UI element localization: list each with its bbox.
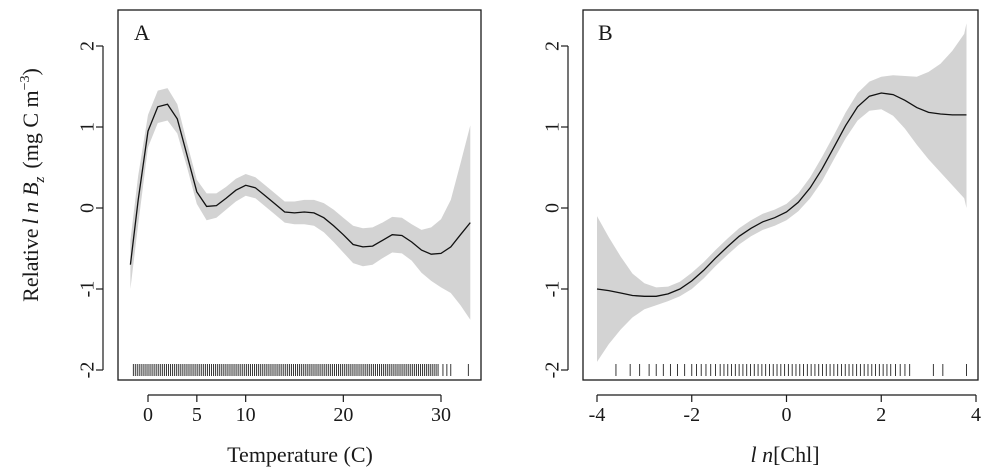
x-tick-label: 2 bbox=[876, 404, 886, 426]
x-label-ln: l n bbox=[750, 442, 773, 467]
y-axis: -2 -1 0 1 2 bbox=[77, 41, 104, 379]
y-tick-label: 2 bbox=[77, 41, 99, 51]
y-label-var: B bbox=[18, 182, 43, 195]
rug-marks bbox=[615, 364, 967, 376]
x-tick-label: 5 bbox=[192, 404, 202, 426]
plot-frame bbox=[117, 9, 482, 381]
y-label-units: (mg C m bbox=[18, 90, 43, 168]
y-tick-label: 2 bbox=[542, 41, 564, 51]
y-label-ln: l n bbox=[18, 202, 43, 225]
x-tick-label: 30 bbox=[431, 404, 451, 426]
x-tick-label: 10 bbox=[236, 404, 256, 426]
y-label-sub: z bbox=[32, 176, 48, 183]
y-tick-label: -2 bbox=[542, 362, 564, 379]
y-tick-label: -1 bbox=[542, 281, 564, 298]
panel-b: -4 -2 0 2 4 -2 -1 0 1 2 B l n[Chl] bbox=[542, 9, 981, 467]
x-axis: 0 5 10 20 30 bbox=[143, 394, 451, 426]
panel-letter: B bbox=[598, 20, 613, 45]
y-tick-label: -1 bbox=[77, 281, 99, 298]
x-tick-label: 0 bbox=[143, 404, 153, 426]
x-tick-label: -2 bbox=[683, 404, 700, 426]
x-tick-label: 4 bbox=[971, 404, 981, 426]
x-tick-label: -4 bbox=[589, 404, 606, 426]
y-tick-label: 1 bbox=[77, 122, 99, 132]
rug-marks bbox=[132, 364, 469, 376]
y-axis-label: Relative l n Bz (mg C m−3) bbox=[18, 68, 48, 302]
y-tick-label: 1 bbox=[542, 122, 564, 132]
y-axis: -2 -1 0 1 2 bbox=[542, 41, 569, 379]
y-tick-label: 0 bbox=[77, 203, 99, 213]
x-axis: -4 -2 0 2 4 bbox=[589, 394, 981, 426]
y-label-prefix: Relative bbox=[18, 229, 43, 302]
confidence-band bbox=[130, 88, 471, 320]
plot-frame bbox=[582, 9, 979, 381]
y-tick-label: 0 bbox=[542, 203, 564, 213]
x-axis-label: l n[Chl] bbox=[750, 442, 819, 467]
confidence-band bbox=[597, 23, 967, 362]
panel-a: 0 5 10 20 30 -2 -1 0 1 2 A Temperature (C) bbox=[77, 9, 482, 467]
x-tick-label: 0 bbox=[782, 404, 792, 426]
fitted-curve bbox=[129, 103, 471, 265]
x-tick-label: 20 bbox=[333, 404, 353, 426]
y-label-exp: −3 bbox=[18, 75, 33, 90]
y-tick-label: -2 bbox=[77, 362, 99, 379]
y-label-close: ) bbox=[18, 68, 43, 75]
panel-letter: A bbox=[134, 20, 150, 45]
x-axis-label: Temperature (C) bbox=[227, 442, 373, 467]
x-label-chl: [Chl] bbox=[773, 442, 819, 467]
fitted-curve bbox=[596, 92, 967, 297]
